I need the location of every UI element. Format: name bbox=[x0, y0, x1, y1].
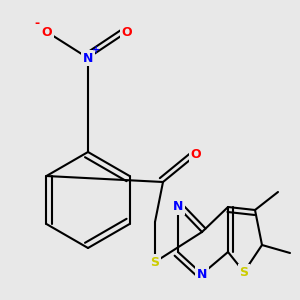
Text: N: N bbox=[173, 200, 183, 214]
Text: S: S bbox=[239, 266, 248, 278]
Text: +: + bbox=[92, 45, 100, 55]
Text: O: O bbox=[122, 26, 132, 38]
Text: N: N bbox=[197, 268, 207, 281]
Text: -: - bbox=[34, 17, 40, 31]
Text: S: S bbox=[151, 256, 160, 268]
Text: O: O bbox=[191, 148, 201, 161]
Text: N: N bbox=[83, 52, 93, 64]
Text: O: O bbox=[42, 26, 52, 38]
